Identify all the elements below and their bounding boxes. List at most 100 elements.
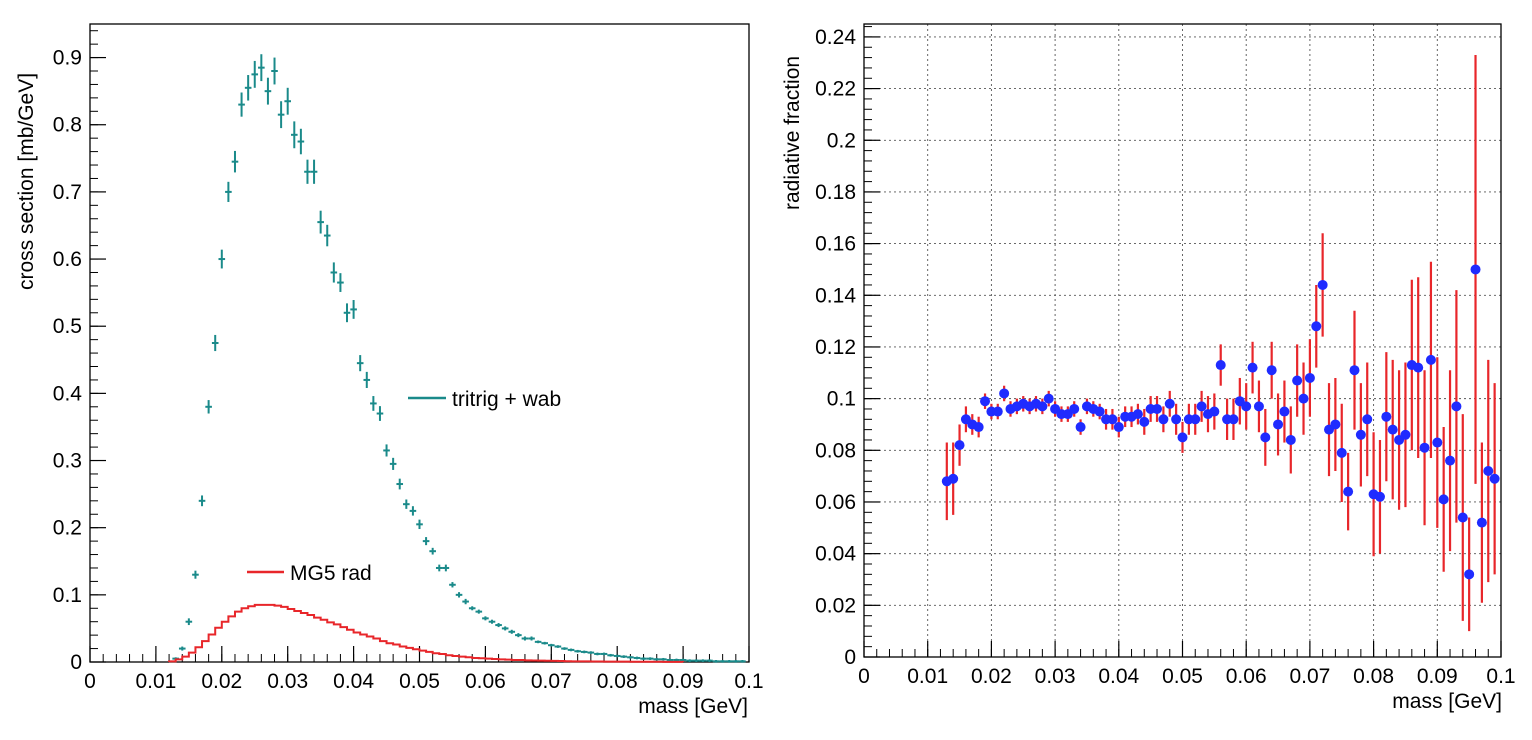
fraction-marker bbox=[1043, 393, 1054, 404]
fraction-point bbox=[1196, 390, 1207, 422]
fraction-marker bbox=[1253, 401, 1264, 412]
fraction-marker bbox=[1132, 409, 1143, 420]
fraction-point bbox=[1094, 403, 1105, 420]
x-tick-label: 0.09 bbox=[663, 670, 704, 693]
tritrig-point bbox=[343, 303, 351, 323]
right-data-layer bbox=[941, 55, 1500, 632]
tritrig-point bbox=[646, 657, 654, 660]
fraction-marker bbox=[1489, 473, 1500, 484]
tritrig-point bbox=[548, 643, 555, 647]
tritrig-point bbox=[712, 659, 720, 663]
fraction-marker bbox=[1425, 354, 1436, 365]
fraction-point bbox=[1317, 233, 1328, 337]
tritrig-point bbox=[297, 128, 305, 155]
tritrig-point bbox=[594, 652, 601, 656]
fraction-marker bbox=[1279, 406, 1290, 417]
fraction-marker bbox=[1387, 424, 1398, 435]
fraction-point bbox=[1260, 408, 1271, 466]
tritrig-point bbox=[567, 648, 575, 652]
tritrig-point bbox=[290, 121, 298, 149]
tritrig-point bbox=[244, 75, 252, 101]
tritrig-point bbox=[323, 224, 331, 247]
tritrig-point bbox=[264, 77, 272, 105]
tritrig-point bbox=[205, 400, 212, 414]
fraction-point bbox=[1171, 403, 1182, 435]
fraction-marker bbox=[1241, 401, 1252, 412]
fraction-point bbox=[1451, 290, 1462, 523]
fraction-point bbox=[1241, 383, 1252, 430]
fraction-marker bbox=[1483, 465, 1494, 476]
x-tick-label: 0.02 bbox=[971, 665, 1012, 688]
x-tick-label: 0.09 bbox=[1417, 665, 1458, 688]
radiative-fraction-panel: 0 0.01 0.02 0.03 0.04 0.05 0.06 0.07 0.08 0.09 0.1… bbox=[781, 23, 1516, 713]
legend-entry-mg5: MG5 rad bbox=[247, 562, 372, 585]
tritrig-point bbox=[739, 659, 746, 663]
fraction-point bbox=[1330, 377, 1341, 471]
fraction-point bbox=[1075, 419, 1086, 435]
fraction-point bbox=[1349, 310, 1360, 430]
y-tick-label: 0.7 bbox=[53, 181, 82, 204]
tritrig-point bbox=[633, 656, 641, 660]
fraction-marker bbox=[1285, 434, 1296, 445]
tritrig-point bbox=[416, 519, 423, 530]
fraction-point bbox=[1489, 383, 1500, 575]
fraction-point bbox=[954, 424, 965, 466]
tritrig-point bbox=[528, 636, 535, 641]
tritrig-point bbox=[587, 651, 595, 654]
y-tick-label: 0.5 bbox=[53, 315, 82, 338]
fraction-point bbox=[1355, 383, 1366, 487]
fraction-point bbox=[1298, 362, 1309, 435]
tritrig-point bbox=[462, 598, 469, 605]
y-tick-label: 0.2 bbox=[53, 517, 82, 540]
tritrig-point bbox=[396, 478, 404, 490]
tritrig-point bbox=[429, 547, 436, 555]
fraction-point bbox=[1228, 398, 1239, 440]
y-tick-label: 0 bbox=[70, 651, 82, 674]
tritrig-point bbox=[178, 646, 186, 651]
x-tick-label: 0.02 bbox=[201, 670, 242, 693]
fraction-point bbox=[1394, 370, 1405, 510]
mg5-rad-histogram bbox=[168, 603, 685, 663]
right-x-axis-label: mass [GeV] bbox=[1392, 690, 1502, 713]
fraction-marker bbox=[1438, 494, 1449, 505]
y-tick-label: 0.1 bbox=[827, 388, 856, 411]
fraction-marker bbox=[1343, 486, 1354, 497]
fraction-point bbox=[1152, 396, 1163, 422]
tritrig-point bbox=[488, 619, 496, 624]
tritrig-point bbox=[383, 444, 390, 457]
tritrig-point bbox=[725, 659, 733, 663]
tritrig-point bbox=[475, 609, 483, 614]
x-tick-label: 0.03 bbox=[267, 670, 308, 693]
tritrig-point bbox=[653, 657, 661, 661]
fraction-point bbox=[948, 442, 959, 515]
x-tick-label: 0.07 bbox=[1289, 665, 1330, 688]
fraction-marker bbox=[1470, 264, 1481, 275]
tritrig-point bbox=[561, 647, 568, 650]
fraction-point bbox=[1190, 403, 1201, 435]
fraction-marker bbox=[1152, 403, 1163, 414]
fraction-marker bbox=[1336, 447, 1347, 458]
fraction-marker bbox=[1196, 401, 1207, 412]
cross-section-panel: 0 0.01 0.02 0.03 0.04 0.05 0.06 0.07 0.08 0.09 0.1… bbox=[15, 23, 764, 718]
y-tick-label: 0.18 bbox=[815, 181, 856, 204]
tritrig-point bbox=[409, 506, 417, 516]
y-tick-label: 0.02 bbox=[815, 594, 856, 617]
right-grid bbox=[864, 24, 1501, 657]
tritrig-point bbox=[277, 101, 285, 129]
fraction-point bbox=[1464, 517, 1475, 632]
y-tick-label: 0.14 bbox=[815, 284, 856, 307]
tritrig-point bbox=[231, 150, 239, 173]
fraction-point bbox=[1266, 341, 1277, 399]
tritrig-point bbox=[541, 641, 549, 645]
tritrig-point bbox=[574, 649, 581, 653]
fraction-marker bbox=[1171, 414, 1182, 425]
y-tick-label: 0.9 bbox=[53, 47, 82, 70]
tritrig-point bbox=[732, 659, 740, 663]
left-axis-ticks: 0 0.01 0.02 0.03 0.04 0.05 0.06 0.07 0.08 0.09 0.1… bbox=[53, 30, 764, 693]
fraction-point bbox=[1292, 344, 1303, 417]
x-tick-label: 0.04 bbox=[333, 670, 374, 693]
fraction-point bbox=[1209, 393, 1220, 430]
fraction-marker bbox=[1349, 365, 1360, 376]
y-tick-label: 0.04 bbox=[815, 543, 856, 566]
